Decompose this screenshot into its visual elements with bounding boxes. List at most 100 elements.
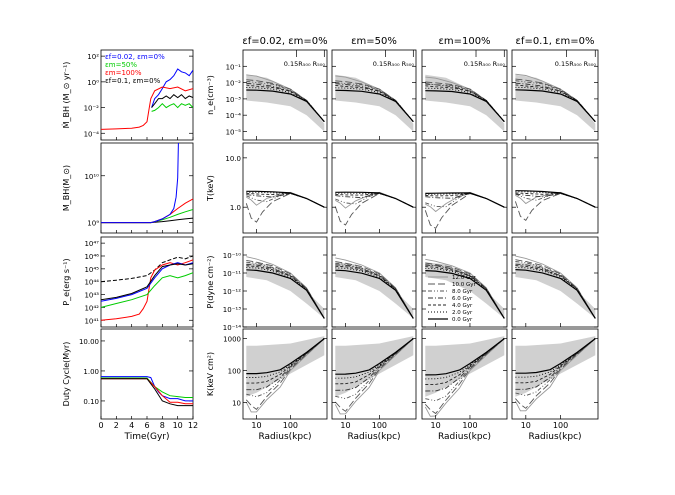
legend-label-6: 0.0 Gyr	[452, 317, 473, 323]
profile-curve-0-2-4	[425, 85, 505, 122]
profile-curve-1-2-4	[425, 192, 505, 208]
profile-curve-2-2-6	[425, 270, 505, 319]
right-xtick-label-2-1: 100	[462, 421, 477, 430]
left-ytick-label-0-1: 10⁻²	[84, 105, 100, 113]
profile-curve-1-1-4	[335, 192, 414, 208]
right-ytick-label-2-4: 10⁻¹⁰	[223, 252, 241, 260]
profile-curve-3-3-6	[515, 338, 596, 374]
legend-label-1: 10.0 Gyr	[452, 282, 477, 288]
right-panel-frame-1-2	[421, 142, 508, 234]
left-series-1-2	[101, 198, 193, 224]
profile-curve-3-1-1	[334, 338, 414, 412]
right-xtick-label-1-1: 100	[372, 421, 387, 430]
profile-curve-0-1-1	[335, 80, 414, 122]
right-panel-frame-1-0	[242, 142, 328, 234]
profile-curve-0-0-6	[246, 89, 325, 123]
left-series-0-3	[151, 94, 193, 108]
left-series-3-3	[101, 378, 193, 407]
right-ytick-label-3-2: 1000	[223, 336, 241, 344]
left-series-2-2	[101, 272, 193, 308]
profile-curve-3-0-4	[246, 338, 325, 384]
right-ytick-label-0-0: 10⁻⁵	[226, 128, 242, 136]
right-panel-frame-2-3	[511, 236, 599, 328]
left-ylabel-0: Ṁ_BH (M_⊙ yr⁻¹)	[61, 62, 71, 129]
obs-band-0-1	[335, 74, 414, 132]
right-panel-frame-0-3	[511, 49, 599, 141]
left-series-1-0	[101, 217, 193, 224]
left-xtick-label-5: 10	[173, 421, 183, 430]
right-xtick-label-0-1: 100	[283, 421, 298, 430]
right-ylabel-0: n_e(cm⁻³)	[206, 75, 215, 115]
obs-band-2-0	[246, 262, 325, 319]
left-legend-2: εm=100%	[105, 69, 142, 77]
left-ytick-label-2-6: 10⁴⁷	[84, 240, 99, 248]
r500-label-1: 0.15R₅₀₀ R₅₀₀	[373, 60, 415, 68]
legend-label-4: 4.0 Gyr	[452, 303, 473, 309]
profile-curve-1-1-6	[335, 191, 414, 208]
left-ylabel-3: Duty Cycle(Myr)	[62, 342, 71, 407]
left-series-0-2	[101, 86, 193, 130]
left-ytick-label-2-0: 10⁴¹	[84, 317, 99, 325]
left-ylabel-1: M_BH(M_⊙)	[62, 165, 71, 211]
profile-curve-2-0-4	[246, 265, 325, 319]
left-legend-1: εm=50%	[105, 61, 137, 69]
left-series-0-1	[151, 102, 193, 112]
r500-label-0: 0.15R₅₀₀ R₅₀₀	[284, 60, 326, 68]
right-xlabel-3: Radius(kpc)	[528, 432, 581, 442]
right-xlabel-1: Radius(kpc)	[347, 432, 400, 442]
left-xtick-label-2: 4	[129, 421, 134, 430]
left-ytick-label-2-5: 10⁴⁶	[84, 253, 99, 261]
right-ytick-label-3-1: 100	[228, 367, 241, 375]
r500-label-2: 0.15R₅₀₀ R₅₀₀	[464, 60, 506, 68]
left-xtick-label-3: 6	[144, 421, 149, 430]
profile-curve-0-3-5	[515, 86, 596, 122]
left-xlabel: Time(Gyr)	[123, 432, 169, 442]
left-series-2-1	[101, 259, 193, 321]
profile-curve-3-1-4	[335, 338, 414, 385]
profile-curve-0-0-1	[246, 79, 325, 122]
profile-curve-0-3-2	[515, 80, 596, 122]
right-ytick-label-0-3: 10⁻²	[226, 80, 242, 88]
left-series-2-4	[101, 263, 193, 301]
profile-curve-1-1-2	[335, 192, 414, 208]
left-ytick-label-0-3: 10²	[87, 53, 99, 61]
left-ytick-label-0-2: 10⁰	[87, 79, 99, 87]
right-panel-frame-3-2	[421, 328, 508, 420]
right-ytick-label-2-3: 10⁻¹¹	[223, 270, 241, 278]
right-xtick-label-3-0: 10	[521, 421, 531, 430]
left-xtick-label-0: 0	[98, 421, 103, 430]
left-series-2-3	[101, 262, 193, 302]
profile-curve-3-3-1	[515, 338, 596, 409]
column-title-0: εf=0.02, εm=0%	[242, 36, 327, 47]
column-title-1: εm=50%	[351, 36, 397, 47]
left-legend-0: εf=0.02, εm=0%	[105, 53, 165, 61]
right-xtick-label-2-0: 10	[431, 421, 441, 430]
profile-curve-1-0-4	[246, 192, 325, 208]
left-ytick-label-3-0: 0.10	[83, 398, 99, 406]
right-panel-frame-1-1	[331, 142, 417, 234]
left-series-2-0	[101, 255, 193, 283]
left-series-3-2	[101, 378, 193, 405]
right-xlabel-2: Radius(kpc)	[438, 432, 491, 442]
column-title-3: εf=0.1, εm=0%	[516, 36, 595, 47]
profile-curve-1-3-1	[514, 192, 596, 222]
left-panel-frame-2	[100, 236, 194, 328]
profile-curve-1-2-6	[425, 192, 505, 208]
profile-curve-2-1-6	[335, 269, 414, 319]
profile-curve-1-0-6	[246, 190, 325, 208]
profile-curve-3-1-0	[334, 338, 414, 415]
right-xlabel-0: Radius(kpc)	[258, 432, 311, 442]
profile-curve-3-1-6	[335, 338, 414, 375]
right-ytick-label-2-1: 10⁻¹³	[223, 306, 241, 314]
left-xtick-label-4: 8	[160, 421, 165, 430]
left-legend-3: εf=0.1, εm=0%	[105, 77, 161, 85]
profile-curve-2-0-5	[246, 267, 325, 319]
left-ytick-label-1-0: 10⁹	[87, 220, 99, 228]
right-xtick-label-1-0: 10	[340, 421, 350, 430]
right-xtick-label-3-1: 100	[553, 421, 568, 430]
profile-curve-0-3-6	[515, 89, 596, 123]
left-ytick-label-2-1: 10⁴²	[84, 304, 99, 312]
profile-curve-1-0-1	[245, 192, 325, 223]
left-xtick-label-6: 12	[188, 421, 198, 430]
